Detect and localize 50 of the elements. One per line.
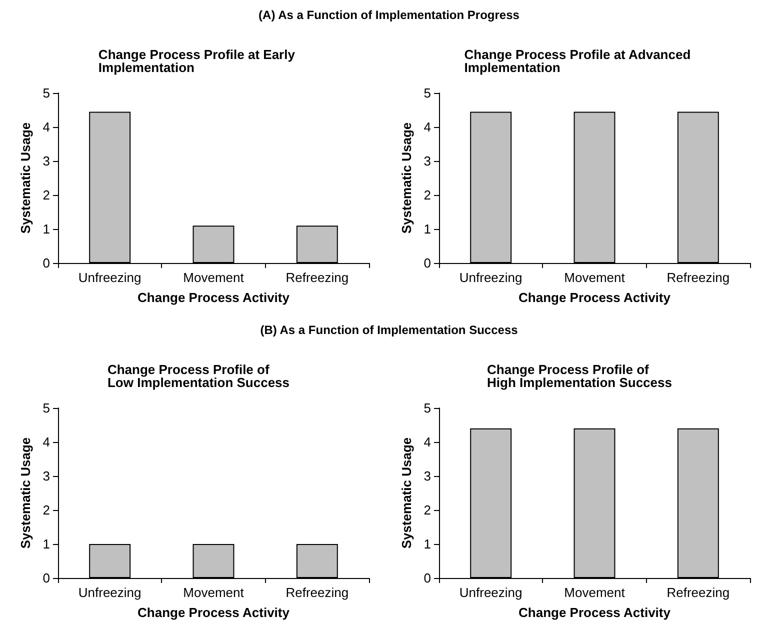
text: (A) As a Function of Implementation Progress: [258, 8, 520, 22]
y-tick-label: 5: [42, 400, 50, 416]
x-axis-title: Change Process Activity: [138, 290, 290, 305]
y-tick-label: 2: [424, 188, 431, 202]
y-tick-label: 4: [424, 120, 431, 134]
chart-title: Change Process Profile of High Implementation Success: [487, 362, 672, 390]
y-tick-label: 1: [42, 222, 50, 236]
y-tick-label: 4: [42, 434, 50, 450]
x-tick-label: Movement: [183, 585, 244, 600]
y-tick-label: 3: [424, 154, 431, 168]
chart-title: Change Process Profile of Low Implementation Success: [107, 362, 290, 390]
y-axis-title: Systematic Usage: [18, 122, 33, 234]
x-tick-label: Unfreezing: [459, 270, 522, 285]
x-tick-label: Movement: [564, 270, 626, 285]
x-tick-label: Movement: [183, 270, 244, 285]
y-tick-label: 1: [424, 536, 431, 552]
y-tick-label: 4: [42, 120, 50, 134]
x-tick-label: Unfreezing: [78, 270, 142, 285]
x-tick-label: Refreezing: [666, 270, 730, 285]
x-tick-label: Refreezing: [286, 270, 349, 285]
y-tick-label: 0: [42, 570, 50, 586]
y-tick-label: 0: [424, 570, 431, 586]
y-tick-label: 0: [42, 256, 50, 270]
y-axis-title: Systematic Usage: [398, 122, 414, 234]
y-tick-label: 5: [424, 86, 431, 100]
y-tick-label: 3: [42, 468, 50, 484]
y-tick-label: 5: [424, 400, 431, 416]
y-tick-label: 2: [42, 502, 50, 518]
y-tick-label: 4: [424, 434, 431, 450]
y-tick-label: 5: [42, 86, 50, 100]
y-tick-label: 3: [424, 468, 431, 484]
x-axis-title: Change Process Activity: [518, 290, 672, 305]
x-tick-label: Refreezing: [666, 585, 730, 600]
x-tick-label: Unfreezing: [78, 585, 142, 600]
y-tick-label: 1: [424, 222, 431, 236]
x-tick-label: Refreezing: [286, 585, 349, 600]
y-axis-title: Systematic Usage: [398, 437, 414, 549]
chart-title: Change Process Profile at Early Implementation: [98, 47, 299, 75]
y-tick-label: 2: [424, 502, 431, 518]
x-tick-label: Movement: [564, 585, 626, 600]
y-tick-label: 0: [424, 256, 431, 270]
y-tick-label: 2: [42, 188, 50, 202]
x-axis-title: Change Process Activity: [138, 605, 290, 620]
y-tick-label: 3: [42, 154, 50, 168]
text: (B) As a Function of Implementation Success: [259, 323, 519, 337]
x-axis-title: Change Process Activity: [518, 605, 672, 620]
y-axis-title: Systematic Usage: [18, 437, 33, 549]
x-tick-label: Unfreezing: [459, 585, 522, 600]
chart-title: Change Process Profile at Advanced Implementation: [464, 47, 694, 75]
y-tick-label: 1: [42, 536, 50, 552]
